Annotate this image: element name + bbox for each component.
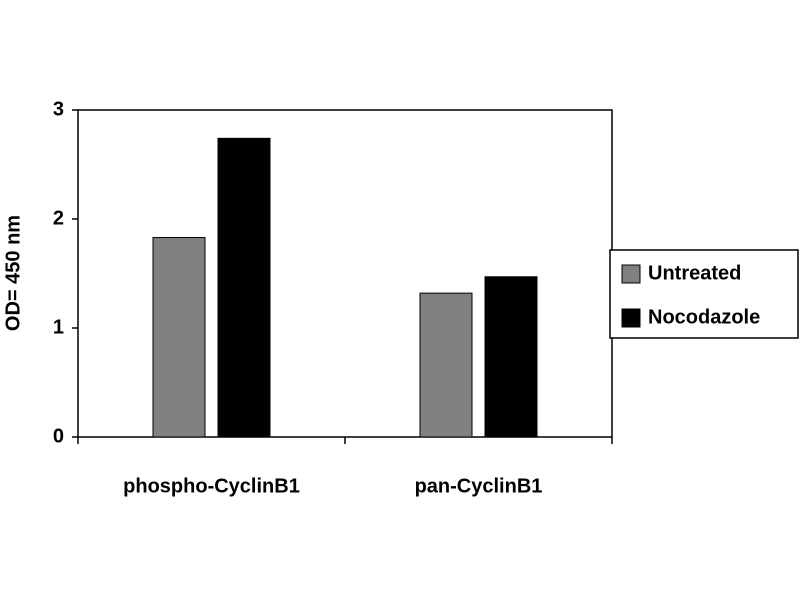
legend-label: Nocodazole bbox=[648, 306, 760, 328]
bar bbox=[484, 276, 538, 438]
y-tick-label: 1 bbox=[53, 316, 64, 338]
y-tick-label: 0 bbox=[53, 425, 64, 447]
y-axis-label: OD= 450 nm bbox=[2, 215, 24, 331]
bar bbox=[217, 137, 271, 438]
bar bbox=[152, 237, 206, 438]
y-tick-label: 2 bbox=[53, 207, 64, 229]
x-tick-label: pan-CyclinB1 bbox=[415, 475, 543, 497]
bar bbox=[419, 292, 473, 438]
legend-label: Untreated bbox=[648, 262, 741, 284]
legend bbox=[609, 249, 799, 339]
legend-swatch bbox=[621, 264, 641, 284]
y-tick-label: 3 bbox=[53, 98, 64, 120]
x-tick-label: phospho-CyclinB1 bbox=[123, 475, 300, 497]
legend-swatch bbox=[621, 308, 641, 328]
